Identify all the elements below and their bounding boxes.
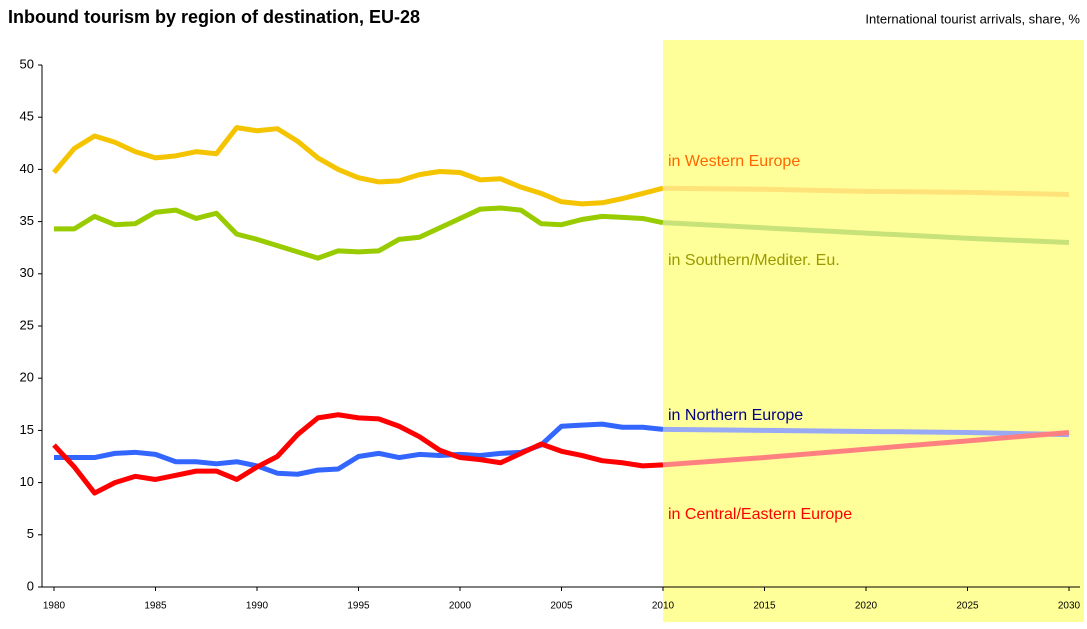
x-tick-label: 2025 <box>956 601 979 612</box>
x-tick-label: 1985 <box>144 601 167 612</box>
y-tick-label: 35 <box>20 213 34 228</box>
x-tick-label: 2030 <box>1058 601 1081 612</box>
chart-title: Inbound tourism by region of destination… <box>8 7 420 27</box>
forecast-line <box>662 220 1070 245</box>
series-line <box>54 421 664 477</box>
y-tick-label: 15 <box>20 422 34 437</box>
x-tick-label: 2020 <box>855 601 878 612</box>
forecast-line <box>662 185 1070 197</box>
forecast-shade <box>663 40 1084 622</box>
y-tick-label: 10 <box>20 474 34 489</box>
y-tick-label: 25 <box>20 317 34 332</box>
y-tick-label: 40 <box>20 161 34 176</box>
series-label: in Southern/Mediter. Eu. <box>668 252 840 269</box>
series-label: in Northern Europe <box>668 407 803 424</box>
y-tick-label: 50 <box>20 56 34 71</box>
forecast-line <box>662 429 1070 468</box>
y-tick-label: 30 <box>20 265 34 280</box>
series-label: in Central/Eastern Europe <box>668 506 852 523</box>
x-tick-label: 2015 <box>753 601 776 612</box>
y-tick-label: 20 <box>20 370 34 385</box>
y-tick-label: 5 <box>27 526 34 541</box>
forecast-line <box>662 426 1070 438</box>
x-tick-label: 2005 <box>550 601 573 612</box>
x-tick-label: 1990 <box>246 601 269 612</box>
series-line <box>52 412 664 496</box>
x-tick-label: 1995 <box>347 601 370 612</box>
series-label: in Western Europe <box>668 153 800 170</box>
series-line <box>54 205 664 261</box>
x-tick-label: 1980 <box>43 601 66 612</box>
chart-subtitle: International tourist arrivals, share, % <box>865 11 1080 26</box>
x-tick-label: 2000 <box>449 601 472 612</box>
series-line <box>52 125 664 207</box>
y-tick-label: 0 <box>27 578 34 593</box>
x-tick-label: 2010 <box>652 601 675 612</box>
y-tick-label: 45 <box>20 109 34 124</box>
